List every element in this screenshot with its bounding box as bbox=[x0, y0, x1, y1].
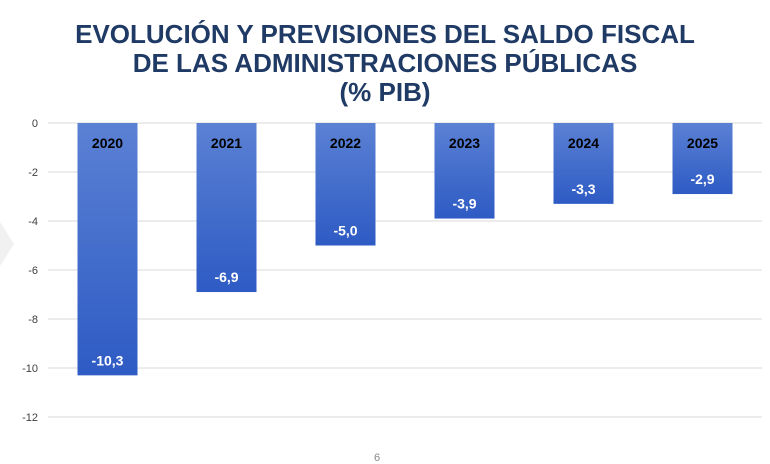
y-tick-label: -8 bbox=[28, 314, 38, 326]
y-tick-label: -2 bbox=[28, 167, 38, 179]
y-tick-label: -12 bbox=[22, 412, 38, 424]
bar bbox=[553, 123, 614, 204]
category-label: 2023 bbox=[449, 135, 480, 151]
chart-title-line-2: DE LAS ADMINISTRACIONES PÚBLICAS bbox=[132, 48, 638, 78]
data-label: -10,3 bbox=[92, 352, 124, 368]
y-tick-label: -6 bbox=[28, 265, 38, 277]
bar bbox=[315, 123, 376, 246]
bar bbox=[77, 123, 138, 376]
category-label: 2025 bbox=[687, 135, 718, 151]
decorative-triangle bbox=[0, 222, 14, 266]
chart-title: EVOLUCIÓN Y PREVISIONES DEL SALDO FISCAL… bbox=[0, 20, 770, 107]
category-label: 2024 bbox=[568, 135, 599, 151]
data-label: -6,9 bbox=[214, 269, 238, 285]
category-label: 2020 bbox=[92, 135, 123, 151]
chart-title-line-1: EVOLUCIÓN Y PREVISIONES DEL SALDO FISCAL bbox=[75, 19, 695, 49]
data-label: -3,9 bbox=[452, 196, 476, 212]
page-number: 6 bbox=[374, 452, 381, 464]
bar bbox=[196, 123, 257, 293]
category-label: 2022 bbox=[330, 135, 361, 151]
y-tick-label: -4 bbox=[28, 216, 38, 228]
data-label: -5,0 bbox=[333, 223, 357, 239]
bar bbox=[434, 123, 495, 219]
data-label: -2,9 bbox=[690, 171, 714, 187]
y-tick-label: 0 bbox=[32, 118, 38, 130]
bar bbox=[672, 123, 733, 195]
data-label: -3,3 bbox=[571, 181, 595, 197]
y-tick-label: -10 bbox=[22, 363, 38, 375]
chart-title-line-3: (% PIB) bbox=[339, 77, 431, 107]
category-label: 2021 bbox=[211, 135, 242, 151]
